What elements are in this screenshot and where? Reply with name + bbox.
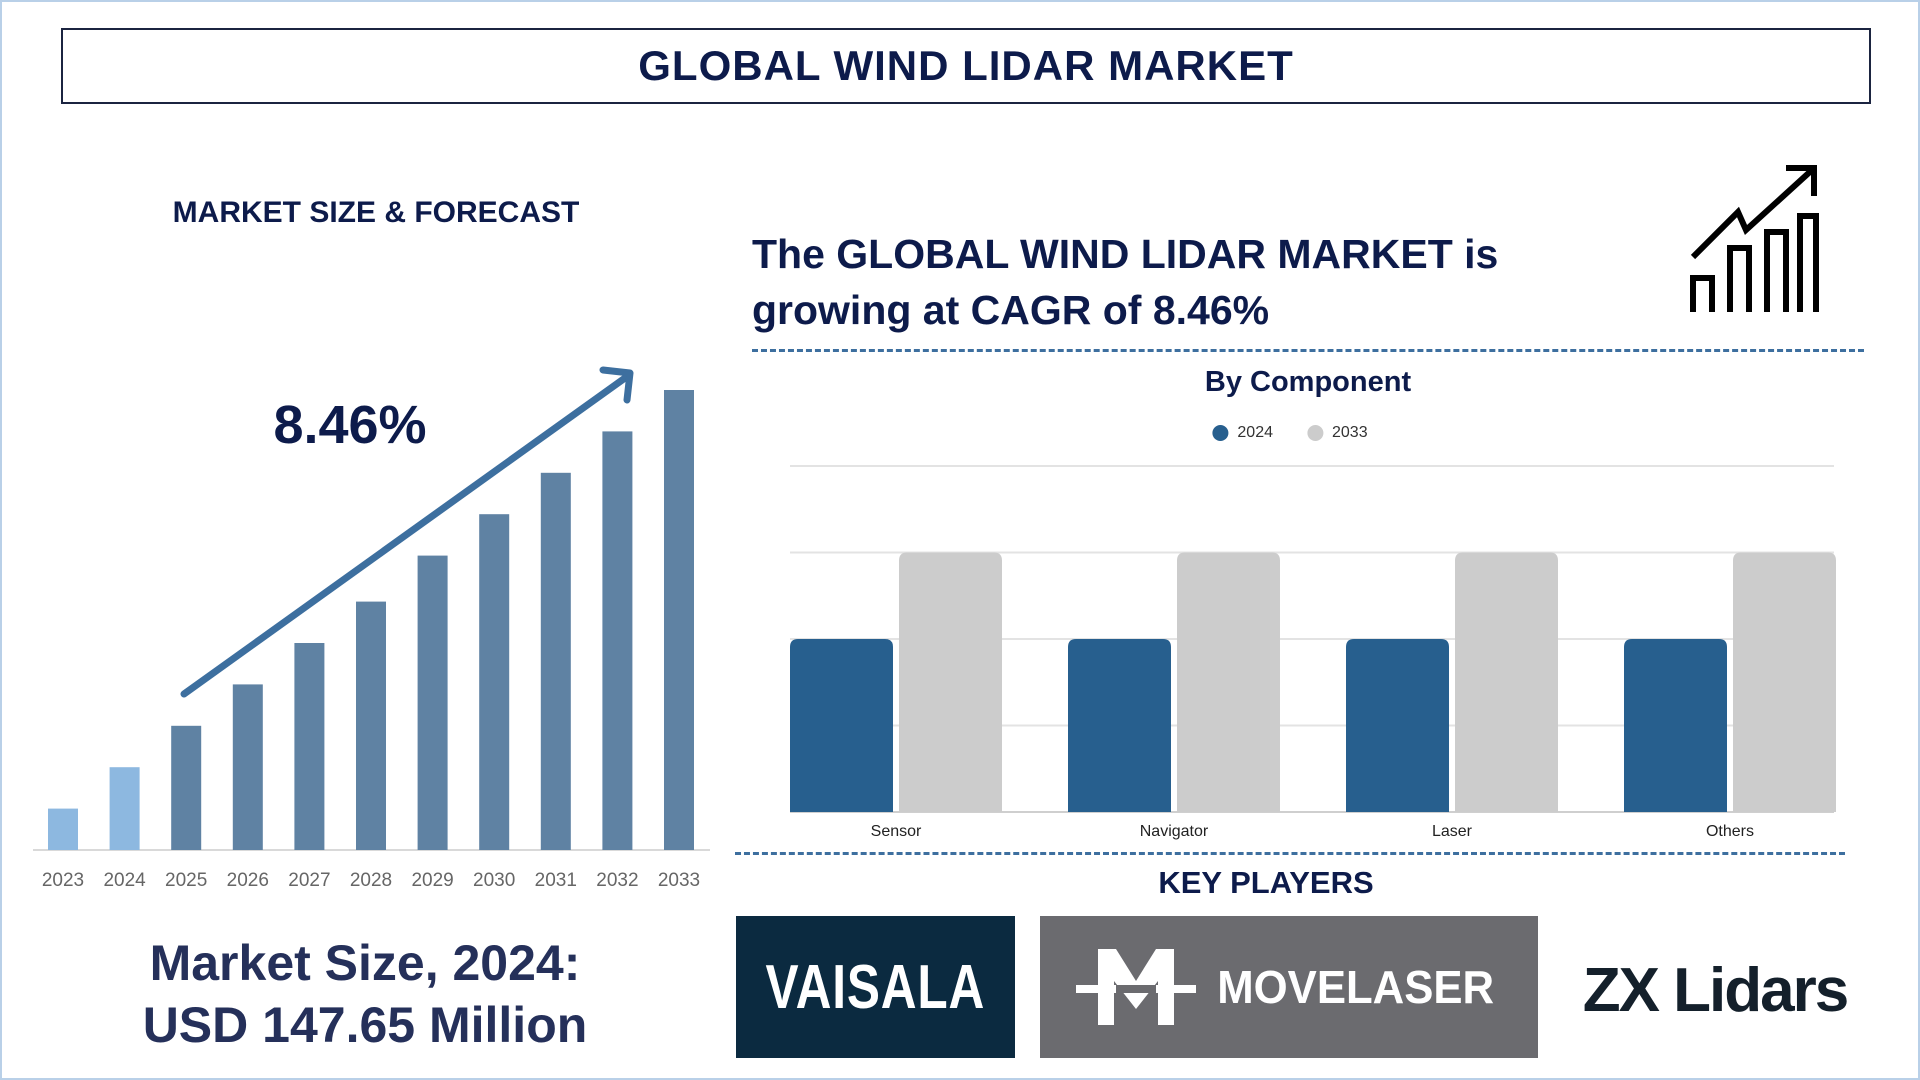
market-size: Market Size, 2024: USD 147.65 Million xyxy=(0,932,730,1056)
bar-2027 xyxy=(294,643,325,850)
bar-others-2033 xyxy=(1733,552,1836,812)
headline-line2: growing at CAGR of 8.46% xyxy=(752,287,1270,333)
movelaser-m-icon xyxy=(1076,949,1197,1025)
component-chart: Sensor Navigator Laser Others xyxy=(790,465,1836,840)
vaisala-logo-text: VAISALA xyxy=(765,952,986,1022)
legend-swatch-2033 xyxy=(1307,425,1323,441)
legend-item-2024: 2024 xyxy=(1212,424,1273,442)
x-tick-label: 2027 xyxy=(288,870,330,891)
x-tick-label: 2032 xyxy=(596,870,638,891)
movelaser-logo-text: MOVELASER xyxy=(1217,961,1495,1013)
x-tick-label: 2028 xyxy=(350,870,392,891)
growth-chart-arrow-icon xyxy=(1690,165,1819,312)
zx-lidars-logo-text: ZX Lidars xyxy=(1582,955,1850,1025)
bar-sensor-2024 xyxy=(790,639,893,812)
page-title: GLOBAL WIND LIDAR MARKET xyxy=(638,42,1294,89)
bar-laser-2033 xyxy=(1455,552,1558,812)
x-tick-label: 2025 xyxy=(165,870,207,891)
component-legend: 2024 2033 xyxy=(1212,424,1368,442)
legend-item-2033: 2033 xyxy=(1307,424,1368,442)
bar-navigator-2024 xyxy=(1068,639,1171,812)
bar-2023 xyxy=(48,808,78,850)
market-forecast-chart: 2023 2024 2025 2026 2027 2028 2029 2030 2031 2032… xyxy=(33,366,710,891)
section-title: MARKET SIZE & FORECAST xyxy=(172,196,580,229)
divider-bottom xyxy=(735,852,1845,855)
bar-2029 xyxy=(417,555,448,850)
x-tick-label: Others xyxy=(1706,823,1754,840)
cagr-label: 8.46% xyxy=(273,395,427,455)
bar-navigator-2033 xyxy=(1177,552,1280,812)
x-tick-label: Navigator xyxy=(1140,823,1209,840)
market-size-line1: Market Size, 2024: xyxy=(149,935,581,991)
legend-swatch-2024 xyxy=(1212,425,1229,441)
bar-2026 xyxy=(232,684,263,850)
bar-2024 xyxy=(109,767,140,850)
bar-sensor-2033 xyxy=(899,552,1002,812)
market-size-line2: USD 147.65 Million xyxy=(142,997,588,1053)
x-tick-label: 2024 xyxy=(103,870,146,891)
bar-2033 xyxy=(664,390,694,850)
vaisala-logo: VAISALA xyxy=(736,916,1015,1058)
x-tick-label: 2029 xyxy=(411,870,453,891)
bar-2031 xyxy=(540,472,571,850)
bar-2025 xyxy=(171,725,202,850)
headline-line1: The GLOBAL WIND LIDAR MARKET is xyxy=(752,231,1499,277)
legend-label-2024: 2024 xyxy=(1237,424,1273,441)
bar-2028 xyxy=(356,601,386,850)
movelaser-logo: MOVELASER xyxy=(1040,916,1538,1058)
trend-arrowhead-icon xyxy=(599,366,634,404)
bar-2032 xyxy=(602,431,633,850)
headline: The GLOBAL WIND LIDAR MARKET is growing … xyxy=(752,226,1498,338)
x-tick-label: 2033 xyxy=(658,870,700,891)
title-box: GLOBAL WIND LIDAR MARKET xyxy=(61,28,1871,104)
x-tick-label: 2031 xyxy=(535,870,577,891)
zx-lidars-logo: ZX Lidars xyxy=(1570,950,1860,1030)
trend-arrow-line xyxy=(180,374,629,698)
x-tick-label: Sensor xyxy=(871,823,922,840)
x-tick-label: 2026 xyxy=(227,870,269,891)
x-tick-label: Laser xyxy=(1432,823,1473,840)
divider-top xyxy=(752,349,1864,352)
bar-others-2024 xyxy=(1624,639,1727,812)
key-players-title: KEY PLAYERS xyxy=(1158,865,1374,900)
x-tick-label: 2023 xyxy=(42,870,84,891)
component-chart-title: By Component xyxy=(1204,366,1412,398)
bar-2030 xyxy=(479,514,510,850)
bar-laser-2024 xyxy=(1346,639,1449,812)
legend-label-2033: 2033 xyxy=(1332,424,1368,441)
x-tick-label: 2030 xyxy=(473,870,515,891)
